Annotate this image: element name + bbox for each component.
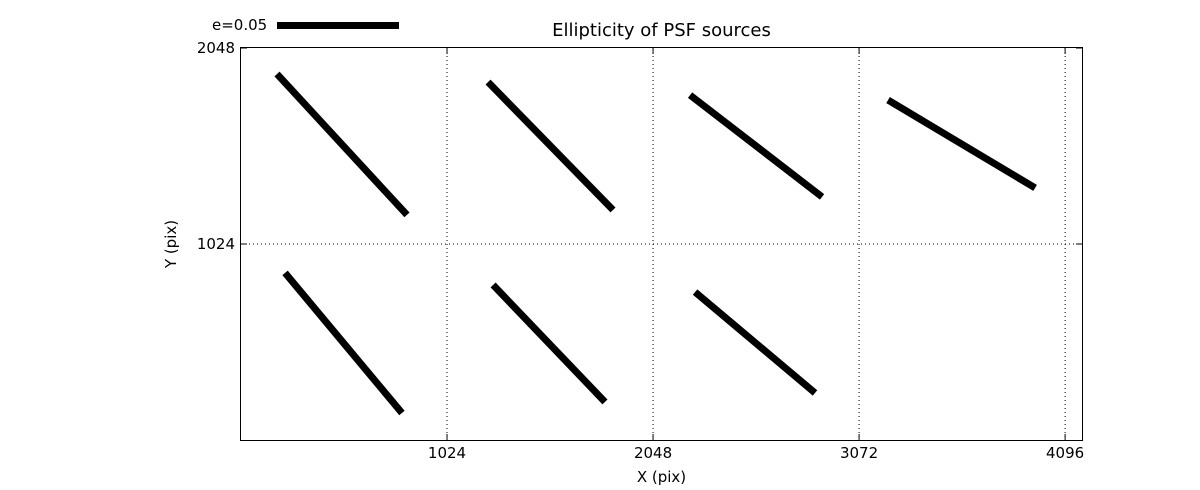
x-tick-label-2048: 2048 <box>633 444 673 462</box>
whisker-1 <box>274 71 410 218</box>
whisker-3 <box>687 92 825 200</box>
plot-area <box>240 47 1083 441</box>
chart-title: Ellipticity of PSF sources <box>552 20 771 41</box>
x-tick-label-3072: 3072 <box>839 444 879 462</box>
y-tick-label-2048: 2048 <box>196 39 235 57</box>
whisker-4 <box>886 97 1037 191</box>
whisker-7 <box>692 289 818 396</box>
whisker-plot-svg <box>241 48 1082 440</box>
whisker-6 <box>490 282 608 405</box>
x-tick-label-4096: 4096 <box>1046 444 1085 462</box>
x-axis-label: X (pix) <box>636 468 687 486</box>
y-axis-label: Y (pix) <box>162 219 180 269</box>
quiver-key: e=0.05 <box>212 16 400 34</box>
whisker-2 <box>485 79 616 213</box>
x-tick-label-1024: 1024 <box>427 444 467 462</box>
quiver-key-label: e=0.05 <box>212 16 268 34</box>
whisker-5 <box>282 270 405 416</box>
y-tick-label-1024: 1024 <box>196 235 235 253</box>
quiver-key-bar-icon <box>277 21 400 29</box>
